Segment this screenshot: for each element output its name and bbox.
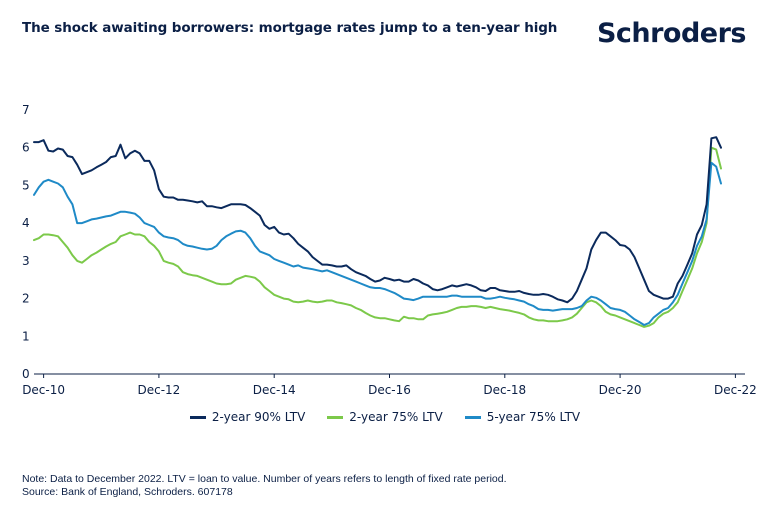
chart-footnote: Note: Data to December 2022. LTV = loan … [22,473,507,499]
x-tick-label: Dec-16 [368,383,411,397]
legend-item-series-1: 2-year 90% LTV [189,410,306,424]
series-line-2 [33,146,722,328]
y-tick-label: 0 [22,367,30,381]
y-tick-label: 4 [22,216,30,230]
footnote-note: Note: Data to December 2022. LTV = loan … [22,473,507,485]
legend-swatch-series-1 [189,415,206,419]
x-tick-label: Dec-10 [22,383,65,397]
legend-label-series-3: 5-year 75% LTV [486,410,581,424]
y-tick-label: 2 [22,292,30,306]
legend-item-series-2: 2-year 75% LTV [327,410,443,424]
x-tick-label: Dec-14 [253,383,296,397]
chart-legend: 2-year 90% LTV 2-year 75% LTV 5-year 75%… [0,410,770,424]
x-tick-label: Dec-20 [599,383,642,397]
legend-item-series-3: 5-year 75% LTV [464,410,581,424]
brand-logo: Schroders [596,18,747,49]
x-tick-label: Dec-22 [714,383,757,397]
y-tick-label: 5 [22,178,30,192]
series-line-3 [33,161,722,326]
x-tick-label: Dec-18 [483,383,526,397]
line-chart: 0 1 2 3 4 5 6 7 Dec-10 Dec-12 Dec-14 Dec-16 Dec-18 De… [22,103,757,397]
legend-swatch-series-2 [327,415,344,419]
legend-label-series-1: 2-year 90% LTV [211,410,306,424]
x-tick-label: Dec-12 [137,383,180,397]
footnote-source: Source: Bank of England, Schroders. 6071… [22,486,233,498]
legend-swatch-series-3 [464,415,481,419]
legend-label-series-2: 2-year 75% LTV [349,410,443,424]
y-tick-label: 7 [22,103,30,117]
chart-title: The shock awaiting borrowers: mortgage r… [22,20,558,36]
series-line-1 [33,136,722,304]
y-tick-label: 3 [22,254,30,268]
y-tick-label: 1 [22,329,30,343]
y-tick-label: 6 [22,141,30,155]
